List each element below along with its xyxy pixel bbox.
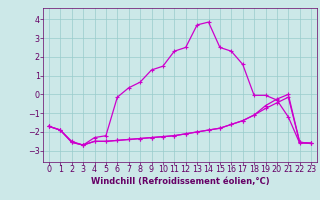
X-axis label: Windchill (Refroidissement éolien,°C): Windchill (Refroidissement éolien,°C) bbox=[91, 177, 269, 186]
